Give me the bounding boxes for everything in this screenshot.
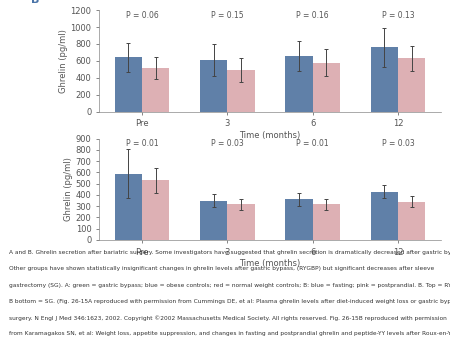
Text: Graw: Graw: [14, 309, 32, 314]
Text: Hill: Hill: [17, 319, 28, 324]
Bar: [285, 56, 313, 112]
X-axis label: Time (months): Time (months): [239, 131, 301, 140]
Text: Education: Education: [10, 329, 35, 334]
Y-axis label: Ghrelin (pg/ml): Ghrelin (pg/ml): [58, 29, 68, 93]
Text: P = 0.03: P = 0.03: [211, 139, 243, 148]
Bar: [398, 58, 425, 112]
Bar: [227, 70, 255, 112]
Bar: [313, 204, 340, 240]
Text: from Karamagakos SN, et al: Weight loss, appetite suppression, and changes in fa: from Karamagakos SN, et al: Weight loss,…: [9, 331, 450, 336]
Bar: [200, 60, 227, 112]
Bar: [115, 57, 142, 112]
Text: P = 0.06: P = 0.06: [126, 10, 158, 20]
Text: A and B. Ghrelin secretion after bariatric surgery. Some investigators have sugg: A and B. Ghrelin secretion after bariatr…: [9, 250, 450, 255]
Text: Other groups have shown statistically insignificant changes in ghrelin levels af: Other groups have shown statistically in…: [9, 266, 434, 271]
Bar: [200, 200, 227, 240]
Text: P = 0.01: P = 0.01: [297, 139, 329, 148]
Bar: [142, 180, 169, 240]
Text: gastrectomy (SG). A: green = gastric bypass; blue = obese controls; red = normal: gastrectomy (SG). A: green = gastric byp…: [9, 283, 450, 288]
Text: P = 0.03: P = 0.03: [382, 139, 414, 148]
Text: B bottom = SG. (Fig. 26-15A reproduced with permission from Cummings DE, et al: : B bottom = SG. (Fig. 26-15A reproduced w…: [9, 299, 450, 304]
Text: P = 0.15: P = 0.15: [211, 10, 243, 20]
Bar: [285, 199, 313, 240]
X-axis label: Time (months): Time (months): [239, 259, 301, 268]
Bar: [142, 68, 169, 112]
Text: P = 0.16: P = 0.16: [297, 10, 329, 20]
Text: Mc: Mc: [18, 299, 27, 305]
Bar: [371, 47, 398, 112]
Bar: [227, 204, 255, 240]
Text: surgery. N Engl J Med 346:1623, 2002. Copyright ©2002 Massachusetts Medical Soci: surgery. N Engl J Med 346:1623, 2002. Co…: [9, 315, 447, 321]
Bar: [115, 173, 142, 240]
Text: P = 0.13: P = 0.13: [382, 10, 414, 20]
Bar: [371, 192, 398, 240]
Bar: [313, 63, 340, 112]
Y-axis label: Ghrelin (pg/ml): Ghrelin (pg/ml): [64, 158, 73, 221]
Text: P = 0.01: P = 0.01: [126, 139, 158, 148]
Text: B: B: [31, 0, 39, 5]
Bar: [398, 202, 425, 240]
